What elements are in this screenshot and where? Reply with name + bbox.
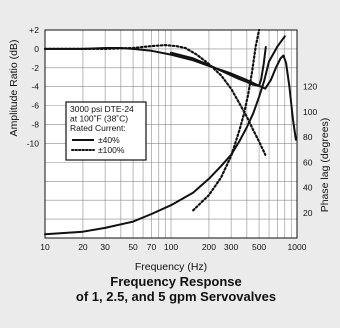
x-axis-title: Frequency (Hz) — [135, 261, 207, 273]
tick-labels: 10 20 30 50 70 100 200 300 500 1000 +2 0 -2 -4 -6 -8 -10… — [27, 25, 318, 252]
y-right-tick-label: 60 — [303, 157, 313, 167]
x-tick-label: 1000 — [288, 242, 307, 252]
y-right-tick-label: 120 — [303, 82, 317, 92]
x-tick-label: 20 — [78, 242, 88, 252]
series-line-4-solid — [44, 35, 286, 236]
plot-frame — [44, 29, 298, 239]
x-tick-label: 100 — [164, 242, 178, 252]
x-tick-label: 30 — [100, 242, 110, 252]
y-axis-right-title: Phase lag (degrees) — [319, 118, 331, 213]
x-tick-label: 300 — [224, 242, 238, 252]
y-left-tick-label: -4 — [31, 82, 39, 92]
x-tick-label: 200 — [202, 242, 216, 252]
y-left-tick-label: -6 — [31, 101, 39, 111]
legend-header-line: 3000 psi DTE-24 — [70, 104, 134, 114]
chart-title-line-1: Frequency Response — [110, 274, 242, 289]
y-left-tick-label: -2 — [31, 63, 39, 73]
y-left-tick-label: -8 — [31, 120, 39, 130]
legend-header-line: Rated Current: — [70, 123, 126, 133]
y-right-tick-label: 100 — [303, 107, 317, 117]
chart-title-line-2: of 1, 2.5, and 5 gpm Servovalves — [76, 289, 276, 304]
y-left-tick-label: +2 — [29, 25, 39, 35]
x-tick-label: 10 — [40, 242, 50, 252]
y-right-tick-label: 80 — [303, 132, 313, 142]
y-left-tick-label: -10 — [27, 138, 40, 148]
series-line-5-dotted — [192, 28, 261, 212]
legend-header-line: at 100˚F (38˚C) — [70, 114, 128, 124]
series-group — [43, 28, 297, 236]
x-tick-label: 500 — [252, 242, 266, 252]
legend-entry-label: ±100% — [98, 145, 125, 155]
series-line-2-solid — [170, 46, 267, 87]
y-axis-left-title: Amplitude Ratio (dB) — [8, 40, 20, 137]
x-tick-label: 50 — [128, 242, 138, 252]
y-right-tick-label: 40 — [303, 183, 313, 193]
y-right-tick-label: 20 — [303, 208, 313, 218]
y-left-tick-label: 0 — [34, 44, 39, 54]
x-tick-label: 70 — [147, 242, 157, 252]
legend-entry-label: ±40% — [98, 135, 120, 145]
series-line-3-dotted — [43, 44, 267, 156]
